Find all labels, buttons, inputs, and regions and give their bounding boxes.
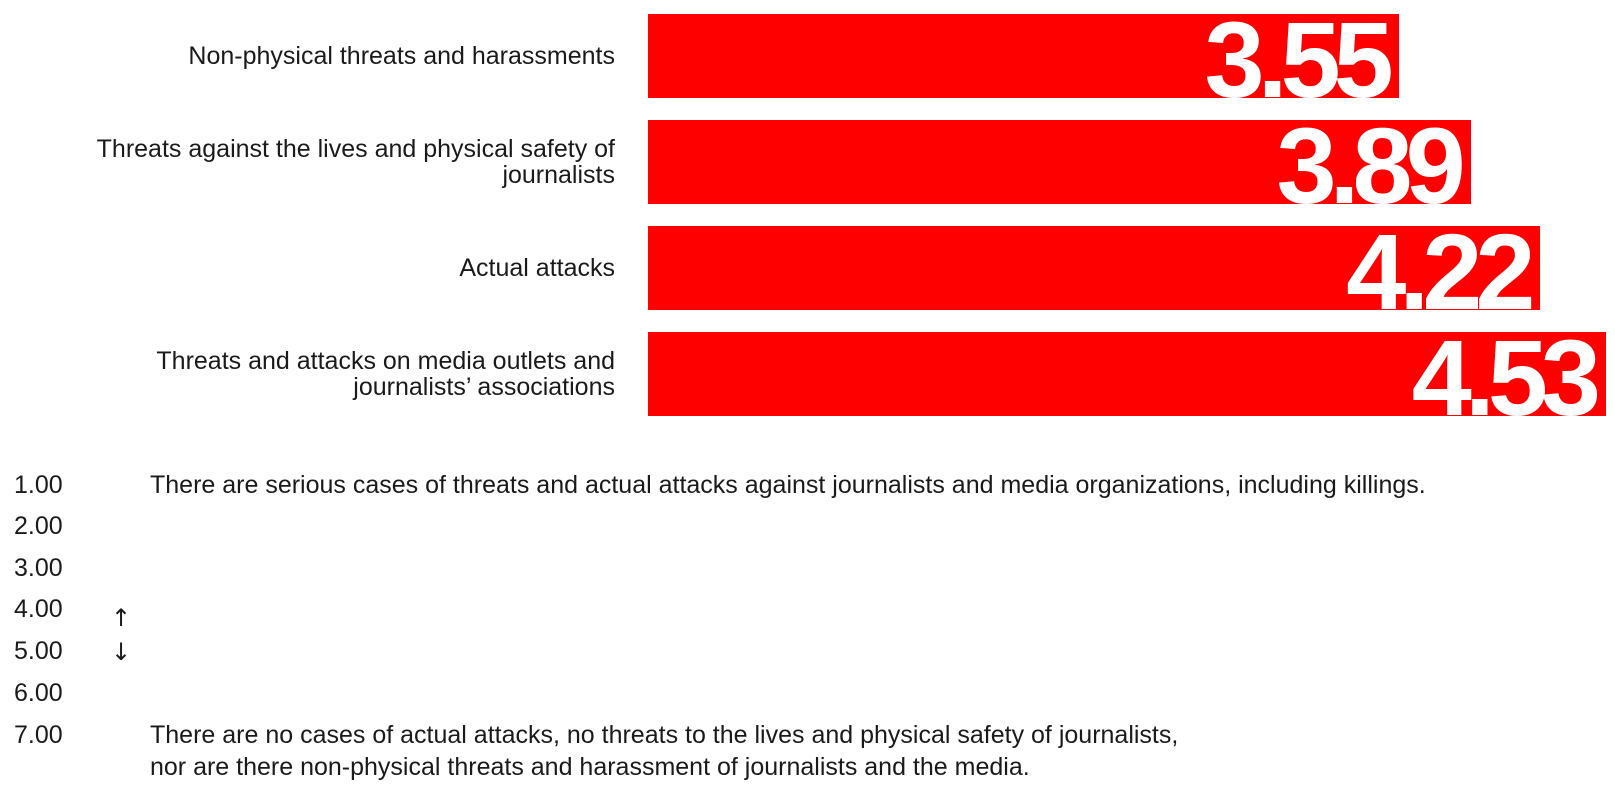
scale-number-2: 2.00 bbox=[14, 512, 63, 540]
bar: 3.89 bbox=[648, 120, 1471, 204]
scale-low-description: There are serious cases of threats and a… bbox=[150, 471, 1426, 499]
bar-value-label: 3.89 bbox=[1276, 120, 1465, 204]
scale-number-7: 7.00 bbox=[14, 721, 63, 749]
scale-number-4: 4.00 bbox=[14, 595, 63, 623]
scale-number-6: 6.00 bbox=[14, 679, 63, 707]
scale-number-5: 5.00 bbox=[14, 637, 63, 665]
scale-legend: 1.00 2.00 3.00 4.00 5.00 6.00 7.00 ↑ ↓ T… bbox=[0, 470, 1615, 790]
arrow-up-icon: ↑ bbox=[111, 604, 132, 632]
bar: 4.22 bbox=[648, 226, 1541, 310]
bar-chart: Non-physical threats and harassments 3.55… bbox=[96, 14, 1606, 416]
bar-value-label: 4.53 bbox=[1411, 332, 1601, 416]
arrow-down-icon: ↓ bbox=[111, 638, 132, 666]
scale-high-description-line2: nor are there non-physical threats and h… bbox=[150, 753, 1030, 781]
bar-value-label: 4.22 bbox=[1346, 226, 1535, 310]
category-label: Threats and attacks on media outlets and… bbox=[156, 347, 615, 401]
bar-value-label: 3.55 bbox=[1204, 14, 1394, 98]
bar: 4.53 bbox=[648, 332, 1606, 416]
bar: 3.55 bbox=[648, 14, 1399, 98]
scale-number-1: 1.00 bbox=[14, 471, 63, 499]
scale-high-description-line1: There are no cases of actual attacks, no… bbox=[150, 721, 1179, 749]
category-label: Actual attacks bbox=[459, 254, 615, 282]
scale-number-3: 3.00 bbox=[14, 554, 63, 582]
category-label: Threats against the lives and physical s… bbox=[96, 135, 615, 189]
category-label: Non-physical threats and harassments bbox=[188, 42, 615, 70]
